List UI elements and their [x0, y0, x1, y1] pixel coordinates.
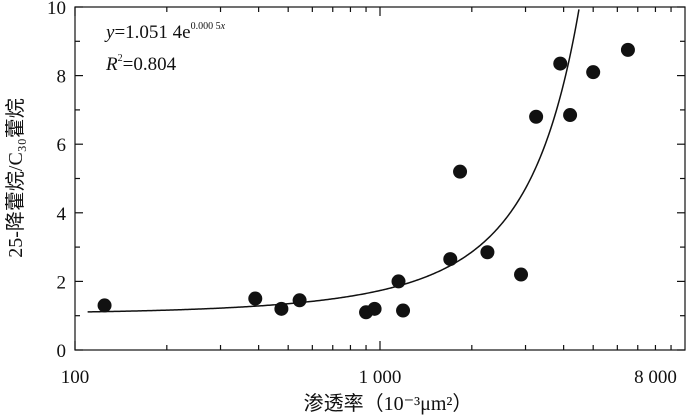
y-tick-label: 10	[47, 0, 66, 19]
data-point	[97, 298, 112, 313]
r-var: R	[105, 54, 118, 75]
y-tick-label: 4	[57, 204, 67, 225]
data-point	[514, 267, 529, 282]
data-point	[367, 301, 382, 316]
data-point	[529, 109, 544, 124]
fit-curve	[87, 9, 580, 313]
fit-equation: y=1.051 4e0.000 5x	[104, 21, 226, 43]
x-tick-label: 100	[61, 367, 90, 388]
y-tick-label: 2	[57, 272, 67, 293]
data-point	[553, 56, 568, 71]
data-point	[443, 252, 458, 267]
y-tick-label: 8	[57, 67, 67, 88]
eq-exp: 0.000 5	[191, 21, 221, 32]
tick-labels: 100 1 000 8 000 0 2 4 6 8 10	[47, 0, 677, 388]
x-tick-label: 1 000	[359, 367, 402, 388]
eq-exp-var: x	[220, 21, 226, 32]
y-axis-title: 25-降藿烷/C₃₀藿烷	[4, 98, 27, 258]
eq-y-var: y	[104, 22, 115, 43]
x-axis-title: 渗透率（10⁻³μm²）	[304, 392, 473, 415]
axes	[74, 6, 686, 351]
eq-main: =1.051 4e	[114, 22, 190, 43]
data-point	[563, 108, 578, 123]
y-tick-label: 6	[57, 135, 67, 156]
data-point	[292, 293, 307, 308]
data-point	[480, 245, 495, 260]
data-point	[453, 164, 468, 179]
data-points	[97, 42, 635, 320]
y-tick-label: 0	[57, 341, 67, 362]
x-tick-label: 8 000	[634, 367, 677, 388]
data-point	[396, 303, 411, 318]
r-squared: R2=0.804	[105, 53, 177, 75]
data-point	[274, 301, 289, 316]
data-point	[391, 274, 406, 289]
r-sup: 2	[118, 53, 123, 64]
data-point	[248, 291, 263, 306]
data-point	[586, 65, 601, 80]
data-point	[620, 42, 635, 57]
r-val: =0.804	[123, 54, 177, 75]
